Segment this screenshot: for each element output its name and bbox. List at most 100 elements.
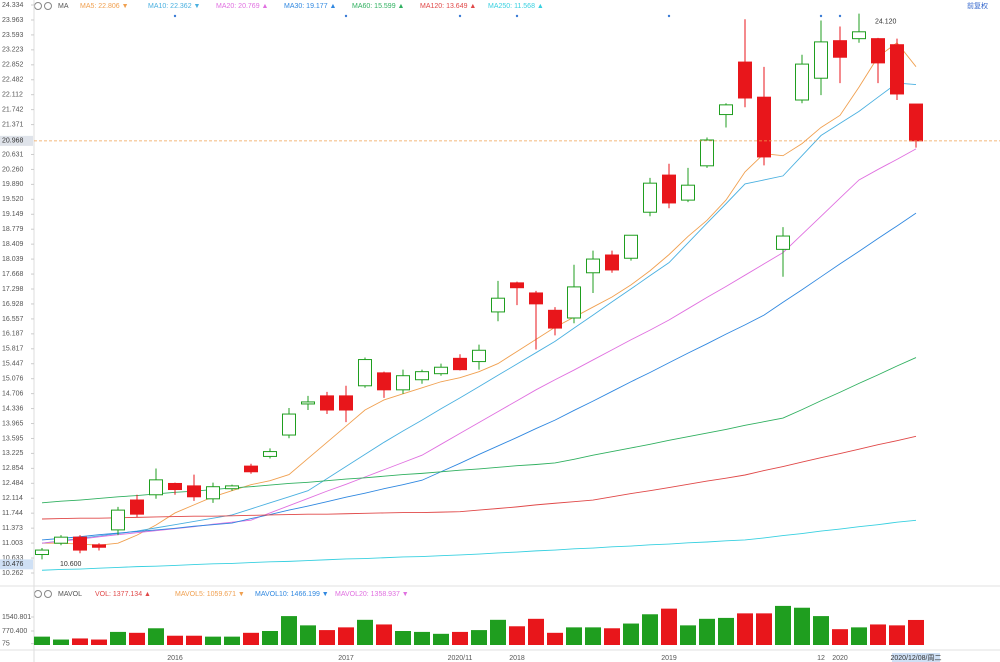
candle-body (472, 349, 486, 363)
candle-body (358, 359, 372, 387)
indicator-title: MA (58, 3, 69, 10)
volume-bar (205, 636, 221, 645)
last-price-label: 20.968 (2, 138, 24, 145)
x-tick-label: 2017 (338, 655, 354, 662)
candle-body (149, 479, 163, 496)
x-tick-label: 2016 (167, 655, 183, 662)
year-marker (173, 14, 177, 18)
volume-bar (642, 614, 658, 645)
candle-body (567, 286, 581, 319)
volume-bar (262, 631, 278, 645)
candle-body (168, 482, 182, 491)
volume-bar (851, 627, 867, 645)
y-tick-label: 14.336 (2, 405, 24, 412)
volume-bar (433, 633, 449, 645)
volume-legend-item: VOL: 1377.134 ▲ (95, 591, 151, 598)
crosshair-price-label: 10.476 (2, 561, 24, 568)
info-icon[interactable] (44, 590, 52, 598)
y-tick-label: 14.706 (2, 390, 24, 397)
candle-body (624, 234, 638, 259)
volume-bar (794, 607, 810, 645)
candle-body (852, 31, 866, 40)
y-tick-label: 18.409 (2, 241, 24, 248)
info-icon[interactable] (44, 2, 52, 10)
legend-item: MA20: 20.769 ▲ (216, 3, 268, 10)
volume-bar (414, 631, 430, 645)
candle-body (738, 61, 752, 99)
candle-body (339, 395, 353, 411)
year-marker (819, 14, 823, 18)
volume-bar (72, 638, 88, 645)
y-tick-label: 17.298 (2, 286, 24, 293)
y-tick-label: 22.482 (2, 77, 24, 84)
volume-bar (775, 605, 791, 645)
candle-body (491, 297, 505, 313)
volume-bar (528, 618, 544, 645)
volume-y-tick-label: 1540.801 (2, 614, 31, 621)
candle-body (263, 451, 277, 457)
y-tick-label: 21.742 (2, 106, 24, 113)
candle-body (377, 372, 391, 391)
volume-bar (490, 619, 506, 645)
volume-legend-item: MAVOL10: 1466.199 ▼ (255, 591, 329, 598)
volume-bar (832, 629, 848, 645)
adjust-toggle[interactable]: 前复权 (967, 1, 988, 10)
y-tick-label: 18.039 (2, 256, 24, 263)
candle-body (871, 38, 885, 64)
volume-legend-item: MAVOL20: 1358.937 ▼ (335, 591, 409, 598)
candle-body (453, 357, 467, 371)
volume-bar (623, 623, 639, 645)
volume-bar (737, 613, 753, 645)
y-tick-label: 20.260 (2, 166, 24, 173)
legend-item: MA60: 15.599 ▲ (352, 3, 404, 10)
candle-body (662, 174, 676, 204)
y-tick-label: 12.854 (2, 465, 24, 472)
volume-y-tick-label: 75 (2, 640, 10, 647)
y-tick-label: 22.852 (2, 62, 24, 69)
legend-item: MA120: 13.649 ▲ (420, 3, 476, 10)
volume-bar (908, 619, 924, 645)
volume-legend-item: MAVOL5: 1059.671 ▼ (175, 591, 245, 598)
y-tick-label: 16.187 (2, 331, 24, 338)
candle-body (757, 96, 771, 158)
ma-line (41, 212, 917, 541)
candle-body (890, 44, 904, 95)
candle-body (510, 282, 524, 289)
candle-body (909, 103, 923, 142)
volume-bar (53, 639, 69, 645)
y-tick-label: 19.149 (2, 211, 24, 218)
candle-body (54, 536, 68, 544)
candle-body (187, 485, 201, 498)
volume-bar (148, 628, 164, 645)
x-tick-label: 2020 (832, 655, 848, 662)
volume-bar (585, 627, 601, 645)
candle-body (206, 486, 220, 500)
x-tick-label: 2019 (661, 655, 677, 662)
volume-bar (718, 617, 734, 645)
candle-body (605, 254, 619, 271)
y-tick-label: 18.779 (2, 226, 24, 233)
volume-bar (300, 625, 316, 645)
y-tick-label: 16.928 (2, 301, 24, 308)
year-marker (515, 14, 519, 18)
y-tick-label: 23.593 (2, 32, 24, 39)
y-tick-label: 13.595 (2, 435, 24, 442)
volume-bar (376, 624, 392, 645)
legend-item: MA10: 22.362 ▼ (148, 3, 200, 10)
y-tick-label: 10.262 (2, 570, 24, 577)
candle-body (681, 184, 695, 201)
legend-item: MA5: 22.806 ▼ (80, 3, 129, 10)
volume-title: MAVOL (58, 591, 82, 598)
y-tick-label: 24.334 (2, 2, 24, 9)
volume-bar (661, 608, 677, 645)
candle-body (35, 549, 49, 556)
volume-bar (889, 625, 905, 645)
candle-body (434, 366, 448, 375)
candle-body (415, 371, 429, 381)
last-price-box (0, 135, 33, 146)
volume-bar (699, 618, 715, 645)
volume-bar (34, 636, 50, 645)
volume-bar (813, 616, 829, 645)
